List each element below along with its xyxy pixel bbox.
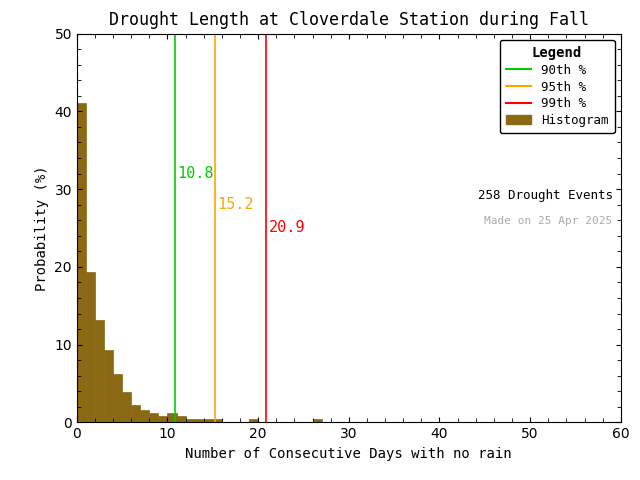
Bar xyxy=(212,420,222,422)
Bar xyxy=(140,410,149,422)
Bar xyxy=(122,392,131,422)
Bar xyxy=(249,420,258,422)
Bar xyxy=(195,420,204,422)
X-axis label: Number of Consecutive Days with no rain: Number of Consecutive Days with no rain xyxy=(186,447,512,461)
Bar xyxy=(177,416,186,422)
Bar xyxy=(149,413,158,422)
Bar xyxy=(113,374,122,422)
Text: 258 Drought Events: 258 Drought Events xyxy=(477,189,612,202)
Bar xyxy=(204,420,212,422)
Text: 15.2: 15.2 xyxy=(218,197,254,212)
Bar xyxy=(104,350,113,422)
Title: Drought Length at Cloverdale Station during Fall: Drought Length at Cloverdale Station dur… xyxy=(109,11,589,29)
Bar xyxy=(168,413,177,422)
Bar xyxy=(131,405,140,422)
Text: 10.8: 10.8 xyxy=(177,166,214,181)
Bar xyxy=(86,272,95,422)
Text: Made on 25 Apr 2025: Made on 25 Apr 2025 xyxy=(484,216,612,227)
Bar xyxy=(95,320,104,422)
Y-axis label: Probability (%): Probability (%) xyxy=(35,165,49,291)
Bar xyxy=(77,103,86,422)
Bar xyxy=(158,416,168,422)
Bar xyxy=(312,420,321,422)
Legend: 90th %, 95th %, 99th %, Histogram: 90th %, 95th %, 99th %, Histogram xyxy=(500,40,614,133)
Bar xyxy=(186,420,195,422)
Text: 20.9: 20.9 xyxy=(269,220,305,236)
